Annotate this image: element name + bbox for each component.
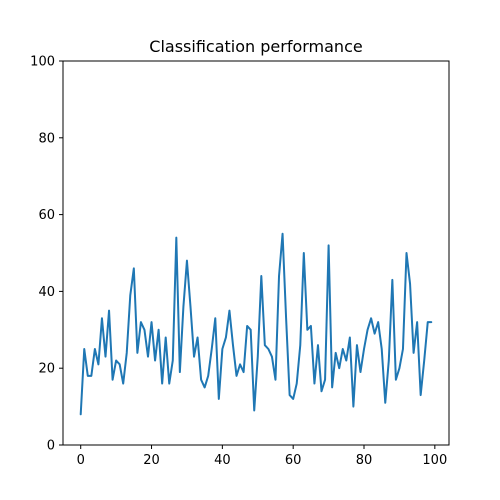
y-tick-label: 20 [38,362,55,377]
y-tick-label: 40 [38,285,55,300]
x-tick-label: 80 [356,453,373,468]
y-tick-label: 0 [47,439,55,454]
x-tick-label: 40 [214,453,231,468]
x-tick-label: 100 [422,453,447,468]
series-layer [81,234,432,414]
axes: 0 20 40 60 80 100 0 20 40 60 80 100 [30,55,447,469]
y-tick-label: 100 [30,55,55,70]
x-tick-label: 0 [77,453,85,468]
chart-title: Classification performance [149,37,362,56]
x-tick-label: 60 [285,453,302,468]
series-line [81,234,432,414]
y-tick-label: 80 [38,131,55,146]
y-tick-label: 60 [38,208,55,223]
x-tick-label: 20 [143,453,160,468]
